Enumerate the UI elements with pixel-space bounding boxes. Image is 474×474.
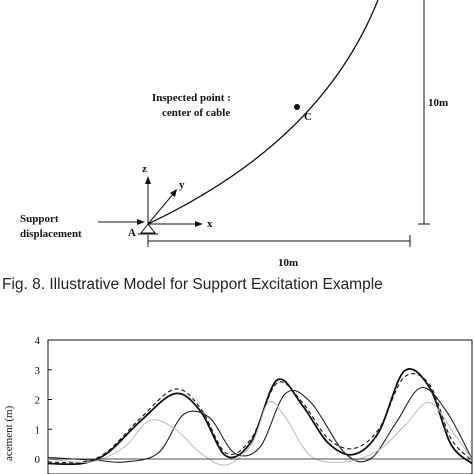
cable-curve [147,0,379,225]
series-line-1 [47,368,473,466]
series-line-4 [47,400,473,466]
plot-frame [47,339,473,474]
series-line-2 [47,373,473,464]
displacement-label: displacement [20,228,82,240]
y-axis-label: y [179,179,185,191]
support-label: Support [20,213,59,225]
pin-support-symbol [139,223,157,234]
y-tick-label: 2 [35,395,41,407]
y-tick-label: 1 [35,424,41,436]
support-displacement-arrowhead [137,219,145,225]
y-tick-label: 4 [35,335,41,347]
y-axis-arrow [170,189,177,197]
displacement-chart: 4 3 2 1 0 acement (m) [3,335,473,474]
point-a-label: A [128,227,136,239]
z-axis-label: z [142,163,147,175]
center-of-cable-label: center of cable [162,107,230,119]
series-line-3 [47,387,473,463]
point-c-label: C [304,111,312,123]
y-tick-label: 3 [35,365,41,377]
x-axis-label: x [207,218,213,230]
cable-model-figure: C Inspected point : center of cable 10m … [20,0,448,269]
vertical-dimension-label: 10m [428,97,448,109]
y-axis-line [147,192,175,225]
horizontal-dimension-label: 10m [278,257,298,269]
x-axis-arrow [195,221,203,227]
inspected-point-label: Inspected point : [152,92,231,104]
figure-caption: Fig. 8. Illustrative Model for Support E… [2,276,383,293]
z-axis-arrow [145,176,151,184]
inspected-point-marker [294,104,300,110]
y-tick-label: 0 [35,454,41,466]
y-axis-title: acement (m) [3,405,15,461]
